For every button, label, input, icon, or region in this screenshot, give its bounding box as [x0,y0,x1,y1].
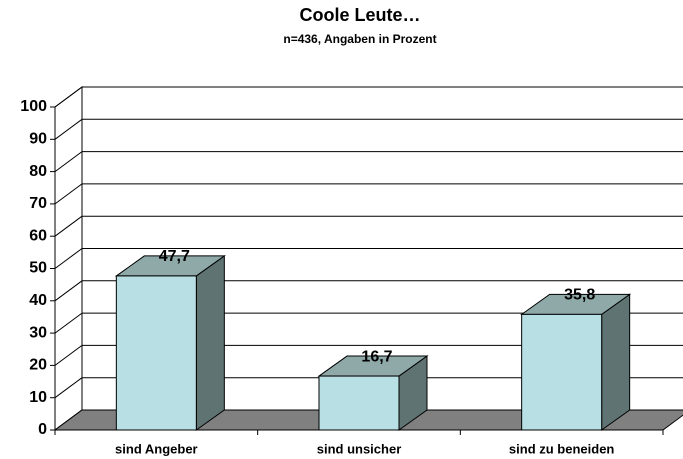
chart-title: Coole Leute… [299,5,420,25]
y-tick-label: 90 [29,131,47,148]
grid-line [54,118,83,140]
x-tick-label: sind unsicher [317,441,402,456]
y-tick-label: 0 [38,421,47,438]
grid-line [54,248,83,269]
grid-line [54,151,83,173]
bar [318,375,400,431]
bar-side [601,293,631,431]
y-tick-label: 80 [29,163,47,180]
chart-subtitle: n=436, Angaben in Prozent [283,32,436,46]
y-tick-label: 50 [29,260,47,277]
grid-line [54,312,83,334]
bar [115,275,197,431]
y-tick-label: 30 [29,324,47,341]
grid-line [54,86,83,108]
value-label: 35,8 [564,287,595,304]
grid-line [54,280,83,302]
value-label: 16,7 [361,348,392,365]
grid-line [54,377,83,399]
bar-side [195,254,225,431]
y-tick-label: 60 [29,227,47,244]
y-tick-label: 40 [29,292,47,309]
grid-line [54,183,83,205]
value-label: 47,7 [159,248,190,265]
y-tick-label: 10 [29,389,47,406]
grid-line [54,344,83,366]
y-tick-label: 70 [29,195,47,212]
grid-line [54,215,83,237]
y-tick-label: 20 [29,357,47,374]
y-tick-label: 100 [20,98,47,115]
bar [521,313,603,431]
x-tick-label: sind zu beneiden [509,441,615,456]
x-tick-label: sind Angeber [115,441,198,456]
